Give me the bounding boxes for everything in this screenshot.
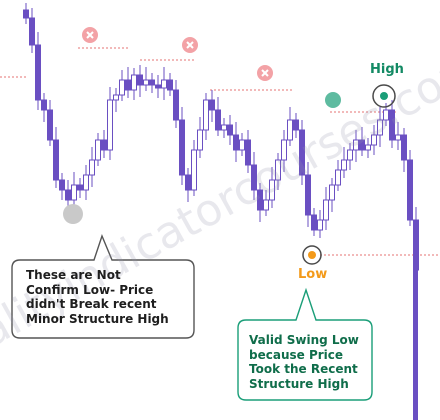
candle-body [341, 159, 347, 171]
high-ring [372, 84, 396, 108]
candle-body [401, 134, 407, 161]
candle-body [281, 139, 287, 161]
candle-body [203, 99, 209, 131]
candle-body [245, 139, 251, 166]
candle-body [251, 164, 257, 191]
candle-body [23, 9, 29, 19]
candle-body [215, 109, 221, 131]
x-circle-icon [186, 41, 194, 49]
candle-body [185, 174, 191, 191]
candle-body [347, 149, 353, 161]
candle-body [119, 79, 125, 96]
candle-body [161, 79, 167, 89]
candle-body [323, 199, 329, 221]
note-line: Structure High [249, 376, 349, 391]
note-line: because Price [249, 347, 344, 362]
valid-swing-low-note: Valid Swing Low because Price Took the R… [249, 333, 359, 391]
candle-body [299, 129, 305, 176]
candle-body [65, 189, 71, 201]
candle-body [269, 179, 275, 201]
candle-body [47, 109, 53, 141]
candle-body [407, 159, 413, 221]
candle-body [167, 79, 173, 91]
candle-body [383, 109, 389, 121]
candle-body [29, 17, 35, 46]
candle-body [221, 124, 227, 131]
candle-body [179, 119, 185, 176]
candle-body [191, 149, 197, 191]
high-label: High [370, 62, 404, 77]
left-callout-box [11, 234, 195, 339]
candle-body [149, 79, 155, 86]
low-label: Low [298, 267, 328, 282]
candle-body [77, 184, 83, 191]
note-line: Minor Structure High [26, 311, 169, 326]
candle-body [317, 219, 323, 231]
candle-body [107, 99, 113, 151]
note-line: Confirm Low- Price [26, 282, 154, 297]
candle-body [329, 184, 335, 201]
candle-body [71, 184, 77, 201]
candle-body [335, 169, 341, 186]
candle-body [227, 124, 233, 136]
candle-body [389, 109, 395, 141]
candle-body [293, 119, 299, 131]
right-callout-box [237, 287, 373, 401]
high-dot [380, 92, 388, 100]
candle-body [263, 199, 269, 211]
candle-body [131, 74, 137, 91]
note-line: didn't Break recent [26, 297, 157, 311]
low-ring [302, 245, 322, 265]
candle-body [41, 99, 47, 111]
candle-body [143, 79, 149, 86]
candle-body [59, 179, 65, 191]
candle-body [89, 159, 95, 176]
candle-body [275, 159, 281, 181]
candle-body [377, 119, 383, 136]
low-dot [308, 251, 316, 259]
candle-body [233, 134, 239, 151]
candle-body [137, 74, 143, 86]
candle-body [95, 139, 101, 161]
candle-body [413, 260, 418, 420]
candle-body [353, 139, 359, 151]
candle-body [371, 134, 377, 146]
candle-body [209, 99, 215, 111]
x-circle-icon [86, 31, 94, 39]
candle-body [173, 89, 179, 121]
unconfirmed-low-dot [63, 204, 83, 224]
candle-body [197, 129, 203, 151]
candle-body [305, 174, 311, 216]
candle-body [287, 119, 293, 141]
candle-body [83, 174, 89, 191]
candle-body [359, 139, 365, 151]
candle-body [53, 139, 59, 181]
candle-body [35, 44, 41, 101]
candle-body [101, 139, 107, 151]
candle-body [155, 84, 161, 89]
candle-body [239, 139, 245, 151]
x-circle-icon [261, 69, 269, 77]
note-line: Took the Recent [249, 362, 358, 376]
candle-body [365, 144, 371, 151]
note-line: These are Not [26, 268, 121, 282]
candle-body [257, 189, 263, 211]
candle-body [311, 214, 317, 231]
candle-body [113, 94, 119, 101]
check-circle-icon [325, 92, 341, 108]
candle-body [395, 134, 401, 141]
note-line: Valid Swing Low [249, 333, 359, 347]
candle-body [125, 79, 131, 91]
unconfirmed-low-note: These are Not Confirm Low- Price didn't … [26, 268, 169, 326]
